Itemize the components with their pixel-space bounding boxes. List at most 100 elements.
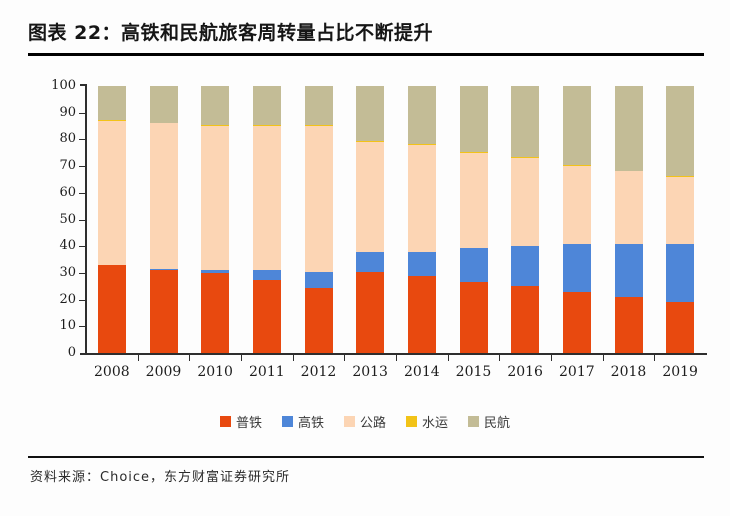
bar-segment[interactable] <box>407 275 436 353</box>
bar-segment[interactable] <box>304 126 333 272</box>
bar-segment[interactable] <box>614 243 643 297</box>
bar-segment[interactable] <box>459 152 488 248</box>
legend-label: 民航 <box>484 416 511 431</box>
page-title: 图表 22：高铁和民航旅客周转量占比不断提升 <box>28 22 434 44</box>
bar-segment[interactable] <box>407 144 436 252</box>
bar-segment[interactable] <box>149 86 178 123</box>
legend-item[interactable]: 高铁 <box>281 412 324 431</box>
bar-stack[interactable] <box>356 86 385 353</box>
bar-stack[interactable] <box>459 86 488 353</box>
x-axis-tick <box>602 355 604 361</box>
bar-stack[interactable] <box>666 86 695 353</box>
bar-segment[interactable] <box>252 279 281 353</box>
bar-segment[interactable] <box>356 141 385 143</box>
legend-item[interactable]: 民航 <box>468 412 510 431</box>
x-axis-tick <box>137 355 139 361</box>
bar-segment[interactable] <box>666 243 695 303</box>
legend-swatch-icon <box>343 416 355 427</box>
x-axis-line <box>85 353 707 355</box>
y-axis-tick <box>79 299 86 301</box>
figure-title-wrap: 图表 22：高铁和民航旅客周转量占比不断提升 <box>28 18 704 45</box>
bar-segment[interactable] <box>459 282 488 353</box>
bar-segment[interactable] <box>304 271 333 288</box>
bar-segment[interactable] <box>562 166 591 244</box>
y-axis-label: 100 <box>51 78 76 93</box>
bar-segment[interactable] <box>97 86 126 120</box>
x-axis-label: 2019 <box>662 364 698 380</box>
legend-item[interactable]: 水运 <box>406 412 448 431</box>
bar-segment[interactable] <box>149 269 178 271</box>
legend-swatch-icon <box>281 416 293 427</box>
y-axis-tick <box>79 272 86 274</box>
bar-stack[interactable] <box>614 86 643 353</box>
bar-segment[interactable] <box>562 291 591 353</box>
bar-segment[interactable] <box>666 86 695 176</box>
bar-segment[interactable] <box>666 176 695 177</box>
legend-item[interactable]: 普铁 <box>219 412 262 431</box>
bar-stack[interactable] <box>252 86 281 353</box>
bar-segment[interactable] <box>614 171 643 244</box>
bar-segment[interactable] <box>356 251 385 272</box>
bar-segment[interactable] <box>201 269 230 273</box>
x-axis-tick <box>241 355 242 361</box>
bar-segment[interactable] <box>511 86 540 158</box>
y-axis-label: 10 <box>59 318 76 334</box>
bar-segment[interactable] <box>97 119 126 121</box>
bar-segment[interactable] <box>356 271 385 353</box>
bar-segment[interactable] <box>304 86 333 126</box>
bar-segment[interactable] <box>356 86 385 142</box>
bar-segment[interactable] <box>149 270 178 353</box>
y-axis-label: 30 <box>59 264 76 280</box>
x-axis-label: 2013 <box>352 364 388 380</box>
y-axis-label: 40 <box>59 238 76 254</box>
bar-segment[interactable] <box>511 158 540 247</box>
y-axis-label: 0 <box>67 345 76 360</box>
bar-segment[interactable] <box>201 86 230 126</box>
bar-segment[interactable] <box>407 143 436 145</box>
bar-stack[interactable] <box>97 86 126 353</box>
bar-segment[interactable] <box>201 125 230 127</box>
bar-segment[interactable] <box>459 151 488 153</box>
bar-stack[interactable] <box>149 86 178 353</box>
bar-segment[interactable] <box>201 272 230 353</box>
bar-segment[interactable] <box>614 296 643 353</box>
bar-segment[interactable] <box>252 270 281 280</box>
bar-segment[interactable] <box>97 264 126 353</box>
bar-segment[interactable] <box>459 86 488 152</box>
bar-segment[interactable] <box>562 86 591 166</box>
bar-segment[interactable] <box>149 123 178 270</box>
bar-segment[interactable] <box>614 86 643 171</box>
bar-segment[interactable] <box>459 247 488 283</box>
bar-segment[interactable] <box>252 125 281 127</box>
bar-segment[interactable] <box>666 302 695 353</box>
legend-item[interactable]: 公路 <box>343 412 386 431</box>
bar-segment[interactable] <box>511 246 540 287</box>
bar-segment[interactable] <box>356 142 385 252</box>
bar-stack[interactable] <box>201 86 230 353</box>
bar-segment[interactable] <box>304 125 333 127</box>
bar-segment[interactable] <box>252 126 281 271</box>
footer-divider <box>28 456 704 458</box>
y-axis-label: 80 <box>59 131 76 147</box>
y-axis-label: 60 <box>59 184 76 200</box>
bar-segment[interactable] <box>97 120 126 265</box>
bar-segment[interactable] <box>614 170 643 172</box>
bar-segment[interactable] <box>201 126 230 270</box>
bar-segment[interactable] <box>407 86 436 144</box>
x-axis-label: 2011 <box>249 364 285 380</box>
bar-segment[interactable] <box>252 86 281 126</box>
bar-segment[interactable] <box>511 286 540 353</box>
bar-segment[interactable] <box>666 176 695 244</box>
bar-stack[interactable] <box>562 86 591 353</box>
bar-segment[interactable] <box>407 251 436 276</box>
bar-segment[interactable] <box>149 122 178 124</box>
bar-segment[interactable] <box>304 287 333 353</box>
bar-stack[interactable] <box>511 86 540 353</box>
bar-segment[interactable] <box>511 157 540 159</box>
bar-stack[interactable] <box>407 86 436 353</box>
bar-stack[interactable] <box>304 86 333 353</box>
source-note: 资料来源：Choice，东方财富证券研究所 <box>30 470 291 485</box>
chart-legend: 普铁 高铁 公路 水运 民航 <box>0 412 730 431</box>
bar-segment[interactable] <box>562 165 591 167</box>
bar-segment[interactable] <box>562 243 591 292</box>
